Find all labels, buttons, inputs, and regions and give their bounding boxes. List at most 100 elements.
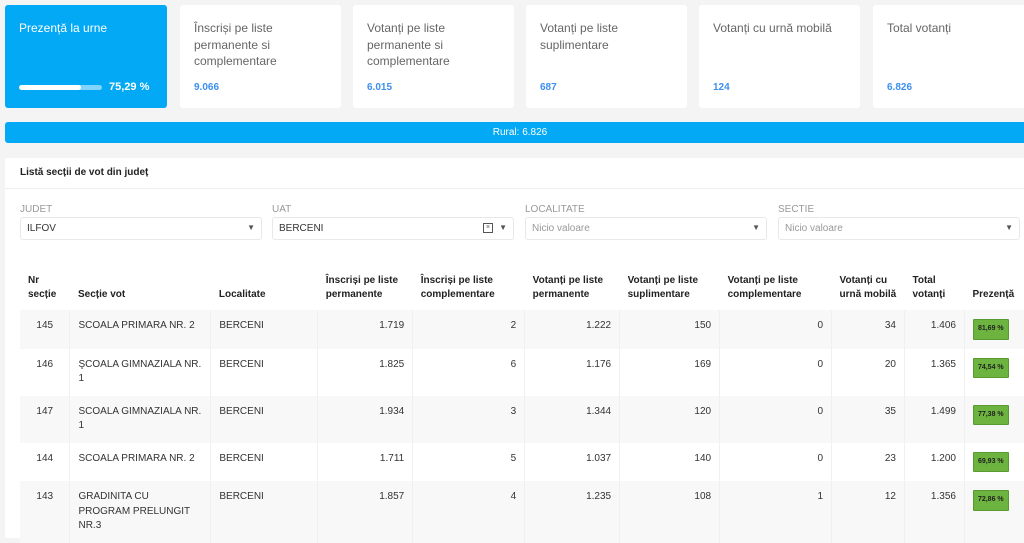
turnout-badge: 72,86 %: [972, 490, 1009, 511]
divider: [5, 188, 1024, 189]
turnout-value: 75,29 %: [109, 81, 150, 93]
cell-prezenta: 81,69 %: [964, 310, 1024, 349]
turnout-badge: 69,93 %: [972, 451, 1009, 472]
table-cell: 1.356: [904, 481, 965, 543]
column-header[interactable]: Total votanți: [912, 275, 946, 300]
table-cell: 147: [20, 395, 71, 443]
table-row[interactable]: 146 ŞCOALA GIMNAZIALA NR. 1 BERCENI 1.825 6 1…: [20, 348, 1024, 396]
table-cell: BERCENI: [210, 310, 319, 349]
table-cell: 1.934: [317, 395, 414, 443]
column-header[interactable]: Localitate: [218, 289, 266, 300]
cell-prezenta: 69,93 %: [964, 442, 1024, 481]
table-cell: 143: [20, 481, 71, 543]
chevron-down-icon[interactable]: ▼: [499, 223, 507, 232]
cell-prezenta: 77,38 %: [964, 395, 1024, 443]
stat-card: Votanți pe liste permanente si complemen…: [353, 5, 514, 108]
table-cell: 146: [20, 348, 71, 396]
table-row[interactable]: 143 GRADINITA CU PROGRAM PRELUNGIT NR.3 BE…: [20, 481, 1024, 543]
table-cell: 3: [412, 395, 526, 443]
table-cell: 1.222: [524, 310, 621, 349]
filter-localitate: LOCALITATE Nicio valoare ▼: [525, 204, 767, 240]
turnout-label: Prezență la urne: [19, 21, 108, 35]
filter-select[interactable]: BERCENI × ▼: [272, 217, 514, 240]
column-header[interactable]: Votanți pe liste suplimentare: [627, 275, 699, 300]
table-cell: 6: [412, 348, 526, 396]
turnout-progress-fill: [19, 85, 82, 90]
table-cell: 20: [831, 348, 905, 396]
column-header[interactable]: Înscriși pe liste permanente: [325, 275, 399, 300]
table-cell: BERCENI: [210, 395, 319, 443]
chevron-down-icon[interactable]: ▼: [1005, 223, 1013, 232]
turnout-progress-bar: [19, 85, 102, 90]
filter-select[interactable]: Nicio valoare ▼: [525, 217, 767, 240]
table-cell: 1.200: [904, 442, 965, 481]
filter-select[interactable]: ILFOV ▼: [20, 217, 262, 240]
filter-select[interactable]: Nicio valoare ▼: [778, 217, 1020, 240]
column-header[interactable]: Votanți pe liste complementare: [727, 275, 802, 300]
table-cell: 2: [412, 310, 526, 349]
table-cell: 0: [719, 442, 833, 481]
table-cell: 0: [719, 348, 833, 396]
filter-label: SECTIE: [778, 204, 815, 215]
table-cell: BERCENI: [210, 348, 319, 396]
stat-card: Votanți pe liste suplimentare 687: [526, 5, 687, 108]
filter-value: Nicio valoare: [785, 223, 843, 234]
table-row[interactable]: 145 SCOALA PRIMARA NR. 2 BERCENI 1.719 2 1.22…: [20, 310, 1024, 349]
table-cell: 120: [619, 395, 721, 443]
filter-label: UAT: [272, 204, 292, 215]
table-cell: 140: [619, 442, 721, 481]
stat-value: 9.066: [194, 82, 220, 93]
table-cell: 1.176: [524, 348, 621, 396]
turnout-badge: 81,69 %: [972, 319, 1009, 340]
rural-bar: Rural: 6.826: [5, 122, 1024, 143]
filter-value: BERCENI: [279, 223, 324, 234]
table-cell: SCOALA PRIMARA NR. 2: [69, 442, 212, 481]
stat-label: Votanți pe liste suplimentare: [540, 21, 619, 52]
panel-title: Listă secții de vot din județ: [20, 167, 149, 178]
stat-value: 687: [540, 82, 557, 93]
table-cell: 1.825: [317, 348, 414, 396]
table-cell: BERCENI: [210, 442, 319, 481]
stat-label: Total votanți: [887, 21, 952, 35]
filter-uat: UAT BERCENI × ▼: [272, 204, 514, 240]
table-cell: 144: [20, 442, 71, 481]
stat-card: Total votanți 6.826: [873, 5, 1024, 108]
table-cell: 1: [719, 481, 833, 543]
column-header[interactable]: Înscriși pe liste complementare: [420, 275, 495, 300]
table-cell: 1.857: [317, 481, 414, 543]
stat-card: Înscriși pe liste permanente si compleme…: [180, 5, 341, 108]
table-cell: 5: [412, 442, 526, 481]
table-cell: 1.719: [317, 310, 414, 349]
table-cell: 150: [619, 310, 721, 349]
column-header[interactable]: Secție vot: [77, 289, 126, 300]
table-cell: 1.344: [524, 395, 621, 443]
table-cell: 108: [619, 481, 721, 543]
column-header[interactable]: Votanți cu urnă mobilă: [839, 275, 897, 300]
table-row[interactable]: 147 SCOALA GIMNAZIALA NR. 1 BERCENI 1.934 3 1…: [20, 395, 1024, 443]
turnout-badge: 77,38 %: [972, 404, 1009, 425]
filter-label: LOCALITATE: [525, 204, 585, 215]
stat-label: Votanți pe liste permanente si complemen…: [367, 21, 450, 68]
sections-table: Nr secție Secție vot Localitate Înscriși pe…: [20, 254, 1024, 543]
chevron-down-icon[interactable]: ▼: [752, 223, 760, 232]
chevron-down-icon[interactable]: ▼: [247, 223, 255, 232]
table-cell: 145: [20, 310, 71, 349]
filter-sectie: SECTIE Nicio valoare ▼: [778, 204, 1020, 240]
column-header[interactable]: Votanți pe liste permanente: [532, 275, 604, 300]
table-cell: 1.235: [524, 481, 621, 543]
stat-card: Votanți cu urnă mobilă 124: [699, 5, 860, 108]
filter-label: JUDET: [20, 204, 53, 215]
table-cell: 169: [619, 348, 721, 396]
column-header[interactable]: Nr secție: [28, 275, 57, 300]
stat-label: Votanți cu urnă mobilă: [713, 21, 832, 35]
table-cell: 23: [831, 442, 905, 481]
table-cell: 1.365: [904, 348, 965, 396]
turnout-card: Prezență la urne 75,29 %: [5, 5, 167, 108]
table-cell: 34: [831, 310, 905, 349]
table-cell: 1.499: [904, 395, 965, 443]
table-cell: 1.406: [904, 310, 965, 349]
column-header[interactable]: Prezență: [972, 289, 1015, 300]
table-row[interactable]: 144 SCOALA PRIMARA NR. 2 BERCENI 1.711 5 1.03…: [20, 442, 1024, 481]
filter-value: ILFOV: [27, 223, 56, 234]
clear-icon[interactable]: ×: [483, 223, 493, 233]
